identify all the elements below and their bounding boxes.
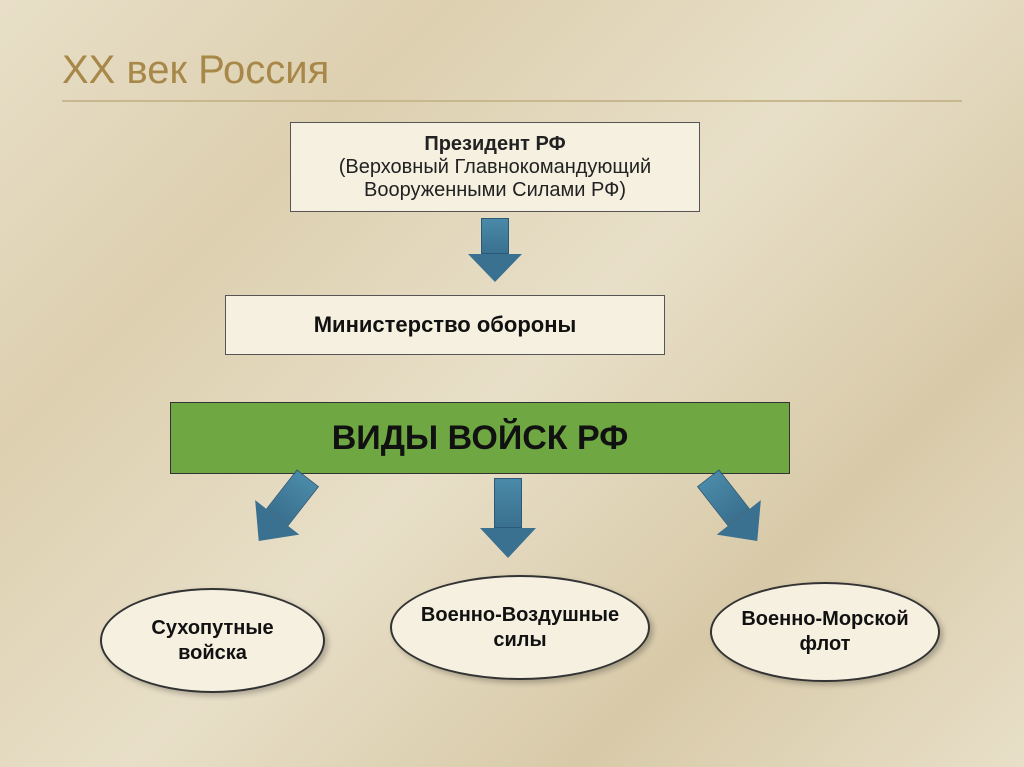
president-line1: Президент РФ [424, 133, 565, 156]
air-line1: Военно-Воздушные [421, 603, 619, 628]
types-box: ВИДЫ ВОЙСК РФ [170, 402, 790, 474]
types-label: ВИДЫ ВОЙСК РФ [332, 419, 629, 458]
air-forces-ellipse: Военно-Воздушные силы [390, 575, 650, 680]
navy-line1: Военно-Морской [741, 607, 908, 632]
air-line2: силы [421, 628, 619, 653]
navy-line2: флот [741, 632, 908, 657]
ministry-label: Министерство обороны [314, 312, 577, 338]
president-line2: (Верховный Главнокомандующий [339, 156, 651, 179]
ground-line1: Сухопутные [151, 616, 273, 641]
arrow-to-air [480, 478, 536, 558]
arrow-president-to-ministry [468, 218, 522, 282]
slide-title: XX век Россия [62, 48, 329, 93]
ground-forces-ellipse: Сухопутные войска [100, 588, 325, 693]
title-underline [62, 100, 962, 102]
arrow-to-ground [237, 461, 330, 559]
navy-ellipse: Военно-Морской флот [710, 582, 940, 682]
arrow-to-navy [686, 461, 779, 559]
president-line3: Вооруженными Силами РФ) [364, 179, 626, 202]
ground-line2: войска [151, 641, 273, 666]
ministry-box: Министерство обороны [225, 295, 665, 355]
president-box: Президент РФ (Верховный Главнокомандующи… [290, 122, 700, 212]
